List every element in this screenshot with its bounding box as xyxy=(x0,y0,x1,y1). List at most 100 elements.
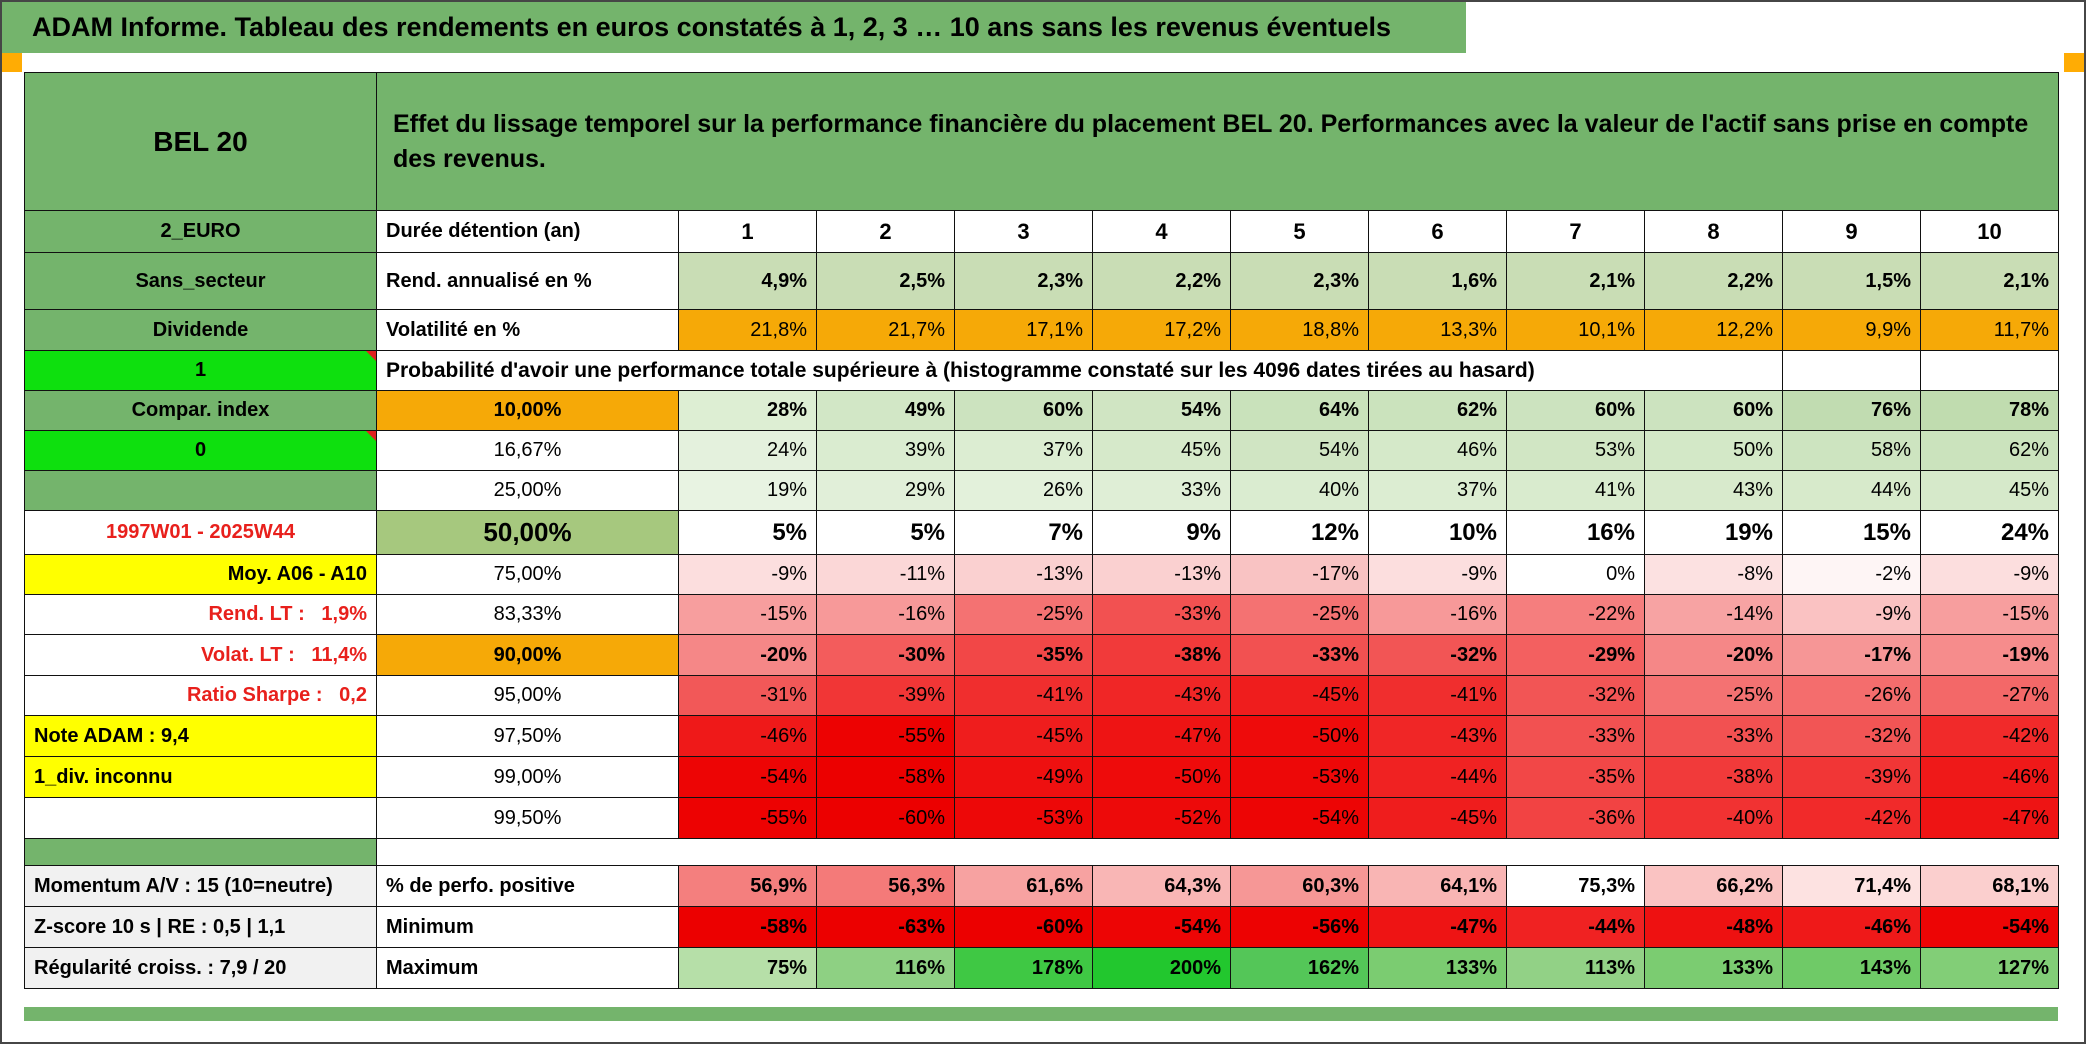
value-cell[interactable]: -11% xyxy=(816,554,955,595)
currency-cell[interactable]: 2_EURO xyxy=(24,210,377,253)
duration-col[interactable]: 6 xyxy=(1368,210,1507,253)
value-cell[interactable]: -32% xyxy=(1782,715,1921,757)
value-cell[interactable]: -20% xyxy=(1644,634,1783,676)
value-cell[interactable]: 127% xyxy=(1919,947,2060,989)
value-cell[interactable]: -54% xyxy=(1919,906,2060,948)
value-cell[interactable]: 64,3% xyxy=(1092,865,1231,907)
value-cell[interactable]: 10,1% xyxy=(1506,309,1645,351)
momentum-cell[interactable]: Momentum A/V : 15 (10=neutre) xyxy=(24,865,377,907)
value-cell[interactable]: 1,5% xyxy=(1782,252,1921,310)
value-cell[interactable]: -13% xyxy=(954,554,1093,595)
prob-threshold[interactable]: 50,00% xyxy=(376,510,679,555)
value-cell[interactable]: 0% xyxy=(1506,554,1645,595)
value-cell[interactable]: -33% xyxy=(1092,594,1231,635)
value-cell[interactable]: 60,3% xyxy=(1230,865,1369,907)
value-cell[interactable]: 21,8% xyxy=(678,309,817,351)
value-cell[interactable]: -42% xyxy=(1919,715,2060,757)
rend-lt-cell[interactable]: Rend. LT : 1,9% xyxy=(24,594,377,635)
value-cell[interactable]: 53% xyxy=(1506,430,1645,471)
value-cell[interactable]: 16% xyxy=(1506,510,1645,555)
value-cell[interactable]: 19% xyxy=(1644,510,1783,555)
value-cell[interactable]: 24% xyxy=(1919,510,2060,555)
prob-threshold[interactable]: 25,00% xyxy=(376,470,679,511)
value-cell[interactable]: -46% xyxy=(1782,906,1921,948)
metric-label[interactable]: Rend. annualisé en % xyxy=(376,252,679,310)
value-cell[interactable]: -39% xyxy=(816,675,955,716)
value-cell[interactable]: -52% xyxy=(1092,797,1231,839)
value-cell[interactable]: 19% xyxy=(678,470,817,511)
value-cell[interactable]: 33% xyxy=(1092,470,1231,511)
value-cell[interactable]: 2,3% xyxy=(954,252,1093,310)
duration-label[interactable]: Durée détention (an) xyxy=(376,210,679,253)
note-adam-cell[interactable]: Note ADAM : 9,4 xyxy=(24,715,377,757)
value-cell[interactable]: 12,2% xyxy=(1644,309,1783,351)
sector-cell[interactable]: Sans_secteur xyxy=(24,252,377,310)
value-cell[interactable]: 116% xyxy=(816,947,955,989)
value-cell[interactable]: 58% xyxy=(1782,430,1921,471)
value-cell[interactable]: 21,7% xyxy=(816,309,955,351)
value-cell[interactable]: 29% xyxy=(816,470,955,511)
value-cell[interactable]: -42% xyxy=(1782,797,1921,839)
value-cell[interactable]: 9,9% xyxy=(1782,309,1921,351)
value-cell[interactable]: -45% xyxy=(1368,797,1507,839)
flag-1-cell[interactable]: 1 xyxy=(24,350,377,391)
value-cell[interactable]: 50% xyxy=(1644,430,1783,471)
prob-threshold[interactable]: 10,00% xyxy=(376,390,679,431)
value-cell[interactable]: 41% xyxy=(1506,470,1645,511)
value-cell[interactable]: 200% xyxy=(1092,947,1231,989)
value-cell[interactable]: -49% xyxy=(954,756,1093,798)
value-cell[interactable]: 45% xyxy=(1919,470,2060,511)
value-cell[interactable]: -17% xyxy=(1230,554,1369,595)
value-cell[interactable]: -35% xyxy=(1506,756,1645,798)
prob-threshold[interactable]: 90,00% xyxy=(376,634,679,676)
value-cell[interactable]: -25% xyxy=(1644,675,1783,716)
value-cell[interactable]: 64% xyxy=(1230,390,1369,431)
value-cell[interactable]: 71,4% xyxy=(1782,865,1921,907)
value-cell[interactable]: -54% xyxy=(1092,906,1231,948)
value-cell[interactable]: 5% xyxy=(678,510,817,555)
duration-col[interactable]: 2 xyxy=(816,210,955,253)
value-cell[interactable]: 78% xyxy=(1919,390,2060,431)
value-cell[interactable]: 60% xyxy=(1506,390,1645,431)
asset-name[interactable]: BEL 20 xyxy=(24,72,377,211)
value-cell[interactable]: 4,9% xyxy=(678,252,817,310)
value-cell[interactable]: -54% xyxy=(678,756,817,798)
value-cell[interactable]: -22% xyxy=(1506,594,1645,635)
value-cell[interactable]: -26% xyxy=(1782,675,1921,716)
value-cell[interactable]: 46% xyxy=(1368,430,1507,471)
value-cell[interactable]: -16% xyxy=(1368,594,1507,635)
duration-col[interactable]: 7 xyxy=(1506,210,1645,253)
value-cell[interactable]: -46% xyxy=(678,715,817,757)
value-cell[interactable]: 56,9% xyxy=(678,865,817,907)
prob-threshold[interactable]: 83,33% xyxy=(376,594,679,635)
value-cell[interactable]: -48% xyxy=(1644,906,1783,948)
value-cell[interactable]: -44% xyxy=(1368,756,1507,798)
moy-a06-a10-cell[interactable]: Moy. A06 - A10 xyxy=(24,554,377,595)
value-cell[interactable]: -8% xyxy=(1644,554,1783,595)
dividend-cell[interactable]: Dividende xyxy=(24,309,377,351)
value-cell[interactable]: -16% xyxy=(816,594,955,635)
value-cell[interactable]: -38% xyxy=(1092,634,1231,676)
value-cell[interactable]: -46% xyxy=(1919,756,2060,798)
value-cell[interactable]: -40% xyxy=(1644,797,1783,839)
probability-note[interactable]: Probabilité d'avoir une performance tota… xyxy=(376,350,1783,391)
value-cell[interactable]: 56,3% xyxy=(816,865,955,907)
value-cell[interactable]: -45% xyxy=(954,715,1093,757)
empty-cell[interactable] xyxy=(1919,350,2060,391)
value-cell[interactable]: 7% xyxy=(954,510,1093,555)
value-cell[interactable]: 60% xyxy=(954,390,1093,431)
value-cell[interactable]: 26% xyxy=(954,470,1093,511)
value-cell[interactable]: 143% xyxy=(1782,947,1921,989)
value-cell[interactable]: 12% xyxy=(1230,510,1369,555)
value-cell[interactable]: 76% xyxy=(1782,390,1921,431)
value-cell[interactable]: -50% xyxy=(1230,715,1369,757)
value-cell[interactable]: -25% xyxy=(954,594,1093,635)
stat-label[interactable]: Maximum xyxy=(376,947,679,989)
value-cell[interactable]: 133% xyxy=(1644,947,1783,989)
value-cell[interactable]: -33% xyxy=(1230,634,1369,676)
value-cell[interactable]: -14% xyxy=(1644,594,1783,635)
empty-cell[interactable] xyxy=(1782,350,1921,391)
value-cell[interactable]: -41% xyxy=(1368,675,1507,716)
value-cell[interactable]: 40% xyxy=(1230,470,1369,511)
value-cell[interactable]: 54% xyxy=(1230,430,1369,471)
